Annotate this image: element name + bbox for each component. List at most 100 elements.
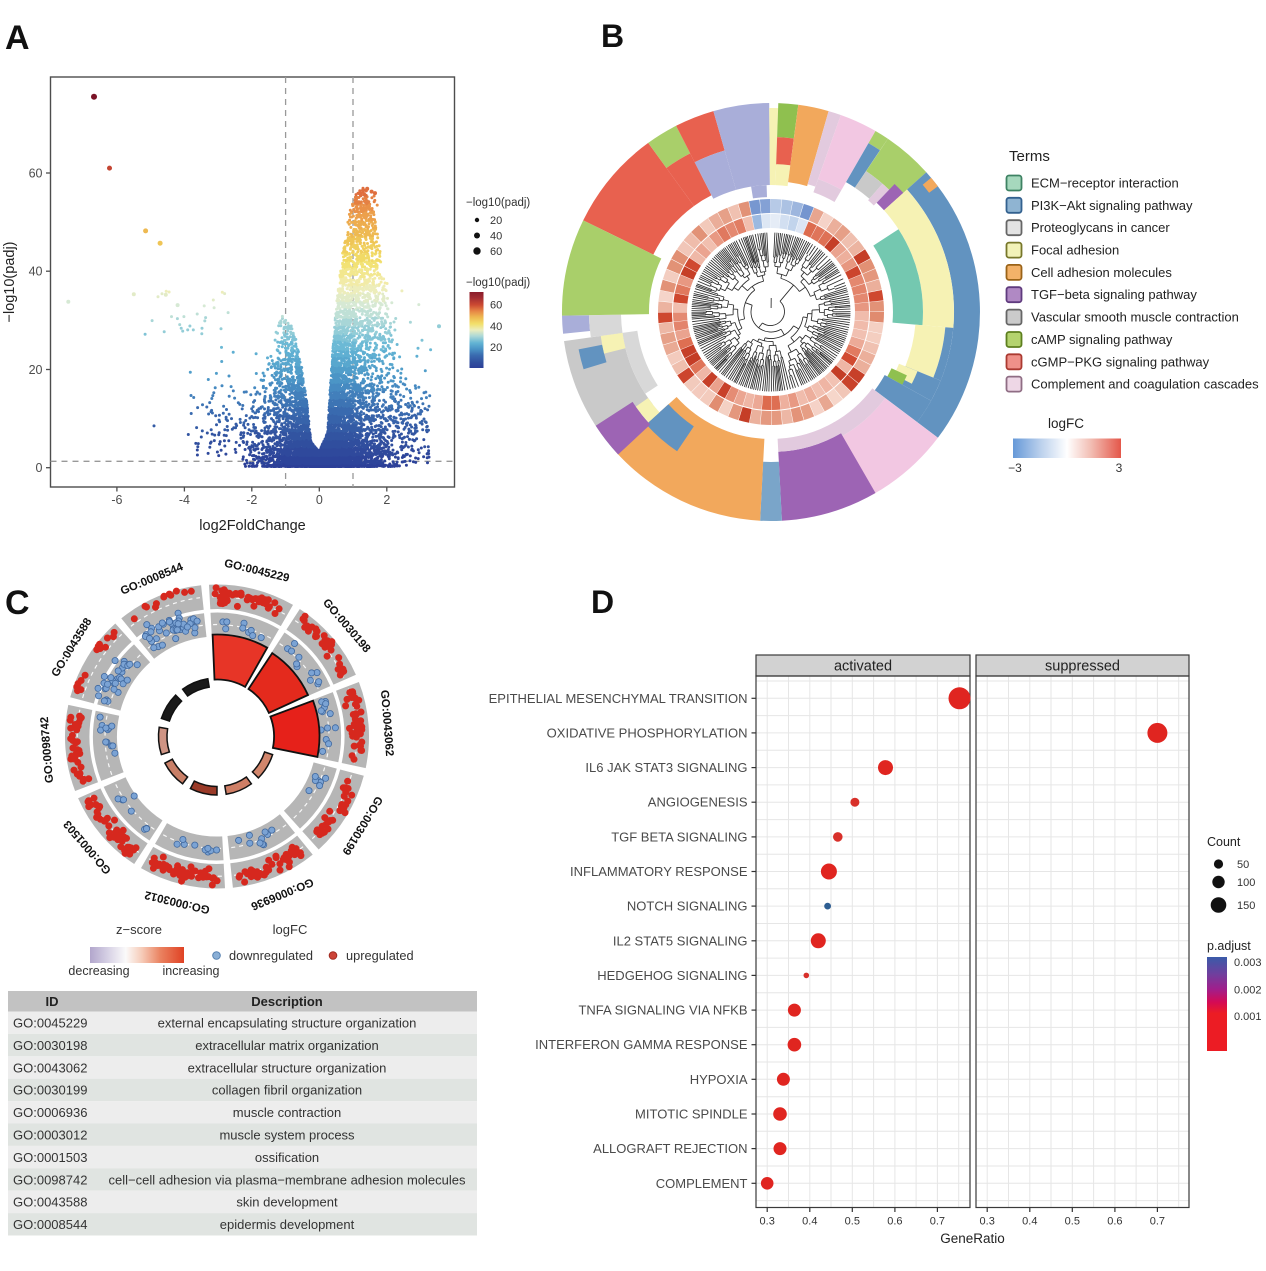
svg-text:0: 0: [316, 493, 323, 507]
svg-text:cell−cell adhesion via plasma−: cell−cell adhesion via plasma−membrane a…: [109, 1172, 466, 1187]
svg-text:IL6 JAK STAT3 SIGNALING: IL6 JAK STAT3 SIGNALING: [585, 760, 747, 775]
svg-text:Description: Description: [251, 994, 323, 1009]
svg-text:MITOTIC SPINDLE: MITOTIC SPINDLE: [635, 1107, 748, 1122]
svg-text:Count: Count: [1207, 835, 1241, 849]
svg-text:TGF BETA SIGNALING: TGF BETA SIGNALING: [611, 829, 747, 844]
svg-text:0.002: 0.002: [1234, 985, 1262, 997]
svg-text:COMPLEMENT: COMPLEMENT: [656, 1176, 748, 1191]
svg-text:−3: −3: [1008, 461, 1022, 475]
svg-text:50: 50: [1237, 859, 1249, 871]
svg-text:GO:0030198: GO:0030198: [13, 1038, 87, 1053]
svg-text:0.3: 0.3: [760, 1216, 775, 1228]
svg-text:D: D: [591, 584, 614, 620]
svg-text:20: 20: [490, 215, 502, 227]
svg-text:ECM−receptor interaction: ECM−receptor interaction: [1031, 176, 1179, 191]
svg-text:0.6: 0.6: [887, 1216, 902, 1228]
svg-text:INTERFERON GAMMA RESPONSE: INTERFERON GAMMA RESPONSE: [535, 1037, 748, 1052]
svg-text:activated: activated: [834, 659, 892, 675]
svg-text:ALLOGRAFT REJECTION: ALLOGRAFT REJECTION: [593, 1141, 747, 1156]
svg-text:20: 20: [29, 363, 43, 377]
svg-text:40: 40: [490, 321, 502, 333]
svg-text:log2FoldChange: log2FoldChange: [199, 518, 305, 534]
svg-text:external encapsulating structu: external encapsulating structure organiz…: [158, 1016, 417, 1031]
svg-text:40: 40: [490, 231, 502, 243]
svg-text:Cell adhesion molecules: Cell adhesion molecules: [1031, 265, 1172, 280]
svg-text:GO:0008544: GO:0008544: [13, 1217, 87, 1232]
svg-text:suppressed: suppressed: [1045, 659, 1120, 675]
svg-text:0.7: 0.7: [930, 1216, 945, 1228]
svg-text:-6: -6: [111, 493, 122, 507]
svg-text:GO:0043062: GO:0043062: [378, 690, 395, 757]
svg-text:decreasing: decreasing: [68, 964, 129, 978]
svg-text:0.4: 0.4: [1022, 1216, 1037, 1228]
svg-text:GO:0003012: GO:0003012: [13, 1128, 87, 1143]
svg-text:extracellular structure organi: extracellular structure organization: [188, 1060, 387, 1075]
svg-text:GO:0001503: GO:0001503: [13, 1150, 87, 1165]
svg-text:C: C: [5, 584, 30, 622]
svg-text:100: 100: [1237, 877, 1255, 889]
svg-text:z−score: z−score: [116, 922, 162, 937]
svg-text:0: 0: [36, 461, 43, 475]
svg-text:TGF−beta signaling pathway: TGF−beta signaling pathway: [1031, 287, 1197, 302]
svg-text:HYPOXIA: HYPOXIA: [690, 1072, 748, 1087]
svg-text:0.4: 0.4: [802, 1216, 817, 1228]
svg-text:150: 150: [1237, 900, 1255, 912]
svg-text:skin development: skin development: [236, 1195, 338, 1210]
svg-text:ANGIOGENESIS: ANGIOGENESIS: [648, 795, 748, 810]
svg-text:0.7: 0.7: [1150, 1216, 1165, 1228]
svg-text:60: 60: [29, 167, 43, 181]
svg-text:EPITHELIAL MESENCHYMAL TRANSIT: EPITHELIAL MESENCHYMAL TRANSITION: [489, 691, 748, 706]
svg-text:PI3K−Akt signaling pathway: PI3K−Akt signaling pathway: [1031, 198, 1193, 213]
svg-text:GO:0043588: GO:0043588: [13, 1195, 87, 1210]
svg-text:−log10(padj): −log10(padj): [2, 241, 18, 322]
svg-text:collagen fibril organization: collagen fibril organization: [212, 1083, 362, 1098]
svg-text:OXIDATIVE PHOSPHORYLATION: OXIDATIVE PHOSPHORYLATION: [547, 725, 748, 740]
svg-text:0.001: 0.001: [1234, 1011, 1262, 1023]
svg-text:−log10(padj): −log10(padj): [466, 277, 530, 289]
svg-text:B: B: [601, 18, 624, 54]
svg-text:INFLAMMATORY RESPONSE: INFLAMMATORY RESPONSE: [570, 864, 748, 879]
svg-text:GO:0006936: GO:0006936: [13, 1105, 87, 1120]
svg-text:20: 20: [490, 342, 502, 354]
svg-text:muscle contraction: muscle contraction: [233, 1105, 341, 1120]
svg-text:0.6: 0.6: [1107, 1216, 1122, 1228]
svg-text:60: 60: [490, 246, 502, 258]
svg-text:muscle system process: muscle system process: [219, 1128, 355, 1143]
svg-text:3: 3: [1116, 461, 1123, 475]
svg-text:HEDGEHOG SIGNALING: HEDGEHOG SIGNALING: [597, 968, 747, 983]
svg-text:−log10(padj): −log10(padj): [466, 197, 530, 209]
svg-text:Terms: Terms: [1009, 148, 1050, 165]
svg-text:increasing: increasing: [163, 964, 220, 978]
svg-text:TNFA SIGNALING VIA NFKB: TNFA SIGNALING VIA NFKB: [578, 1003, 747, 1018]
svg-text:downregulated: downregulated: [229, 948, 313, 963]
svg-text:IL2 STAT5 SIGNALING: IL2 STAT5 SIGNALING: [613, 933, 748, 948]
svg-text:GO:0098742: GO:0098742: [39, 716, 56, 783]
svg-text:-2: -2: [246, 493, 257, 507]
svg-text:cGMP−PKG signaling pathway: cGMP−PKG signaling pathway: [1031, 354, 1210, 369]
svg-text:2: 2: [383, 493, 390, 507]
svg-text:Focal adhesion: Focal adhesion: [1031, 243, 1119, 258]
svg-text:logFC: logFC: [1048, 416, 1084, 431]
svg-text:GO:0030199: GO:0030199: [13, 1083, 87, 1098]
svg-text:ID: ID: [46, 994, 59, 1009]
svg-text:0.003: 0.003: [1234, 957, 1262, 969]
svg-text:Vascular smooth muscle contrac: Vascular smooth muscle contraction: [1031, 310, 1239, 325]
svg-text:A: A: [5, 19, 30, 57]
svg-text:upregulated: upregulated: [346, 948, 414, 963]
svg-text:cAMP signaling pathway: cAMP signaling pathway: [1031, 332, 1173, 347]
svg-text:GO:0098742: GO:0098742: [13, 1172, 87, 1187]
svg-text:40: 40: [29, 265, 43, 279]
svg-text:GO:0043062: GO:0043062: [13, 1060, 87, 1075]
svg-text:0.3: 0.3: [980, 1216, 995, 1228]
svg-text:Proteoglycans in cancer: Proteoglycans in cancer: [1031, 220, 1170, 235]
svg-text:-4: -4: [179, 493, 190, 507]
svg-text:p.adjust: p.adjust: [1207, 939, 1251, 953]
svg-text:extracellular matrix organizat: extracellular matrix organization: [195, 1038, 379, 1053]
svg-text:ossification: ossification: [255, 1150, 319, 1165]
svg-text:0.5: 0.5: [845, 1216, 860, 1228]
svg-text:logFC: logFC: [273, 922, 308, 937]
svg-text:60: 60: [490, 300, 502, 312]
svg-text:epidermis development: epidermis development: [220, 1217, 355, 1232]
svg-text:NOTCH SIGNALING: NOTCH SIGNALING: [627, 899, 748, 914]
svg-text:GeneRatio: GeneRatio: [940, 1231, 1005, 1246]
